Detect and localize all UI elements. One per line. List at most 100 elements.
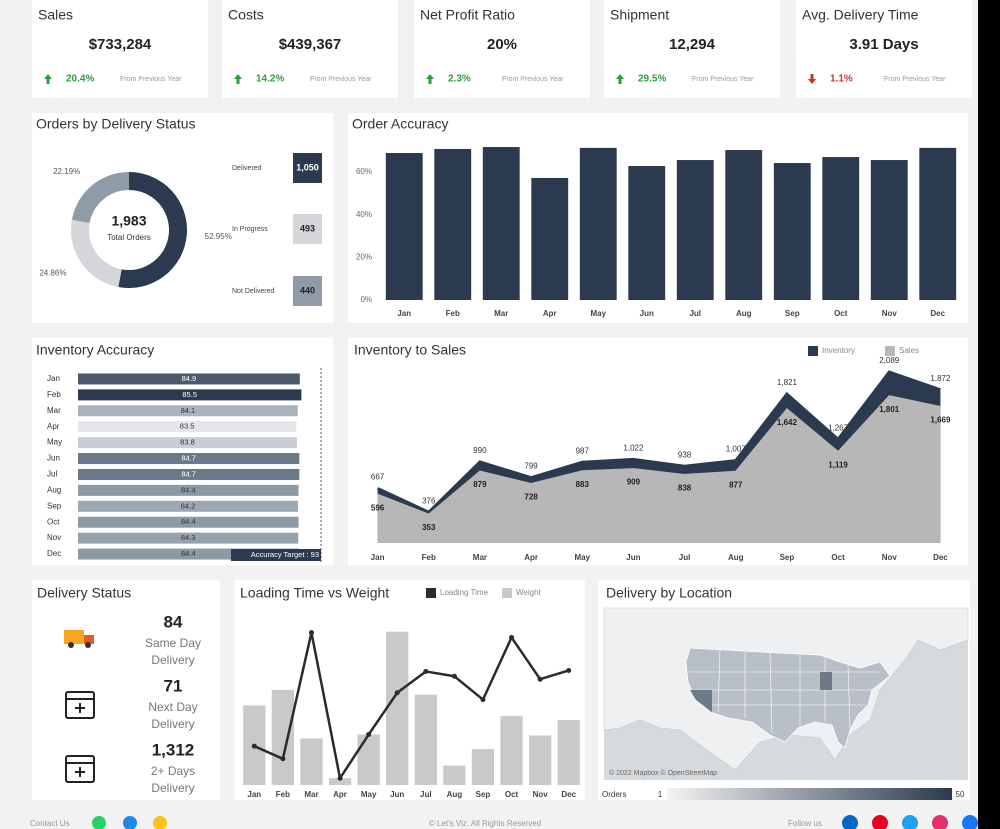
y-tick-label: Apr: [47, 422, 60, 431]
card-title: Delivery Status: [37, 585, 131, 601]
point-label: 728: [524, 493, 538, 502]
bar: [482, 147, 520, 300]
kpi-change: 20.4%: [66, 74, 94, 85]
kpi-note: From Previous Year: [310, 76, 372, 83]
x-tick-label: Jan: [247, 790, 261, 799]
point-label: 596: [371, 503, 385, 512]
x-tick-label: Mar: [304, 790, 318, 799]
status-count: 493: [300, 223, 315, 233]
y-tick-label: Jun: [47, 454, 60, 463]
social-icon: [842, 815, 858, 829]
x-tick-label: Jul: [679, 553, 691, 562]
point-label: 879: [473, 480, 487, 489]
icon-calendar-mark: [75, 767, 85, 777]
x-tick-label: Apr: [333, 790, 347, 799]
line-point: [280, 756, 286, 762]
status-text: Delivery: [151, 781, 194, 795]
target-label: Accuracy Target : 93: [251, 550, 319, 559]
state-line: [847, 664, 851, 729]
bar: [78, 389, 302, 401]
social-icon: [872, 815, 888, 829]
bar: [385, 153, 423, 300]
line-point: [251, 743, 257, 749]
map-legend-title: Orders: [602, 790, 626, 799]
kpi-title: Sales: [38, 7, 73, 23]
icon-calendar: [65, 691, 95, 719]
bar: [500, 716, 523, 785]
y-tick-label: Aug: [47, 485, 61, 494]
map-region-dark: [690, 690, 712, 712]
point-label: 667: [371, 473, 385, 482]
chart-title: Loading Time vs Weight: [240, 585, 389, 601]
bar-value-label: 84.7: [181, 454, 196, 463]
x-tick-label: Apr: [543, 309, 557, 318]
line-point: [308, 630, 314, 636]
x-tick-label: Jun: [626, 553, 640, 562]
kpi-note: From Previous Year: [884, 76, 946, 83]
kpi-change: 14.2%: [256, 74, 284, 85]
bar: [386, 631, 409, 785]
slice-label: 52.95%: [205, 232, 232, 241]
bar-value-label: 84.1: [181, 406, 196, 415]
x-tick-label: Aug: [728, 553, 744, 562]
x-tick-label: Aug: [447, 790, 463, 799]
bar-value-label: 84.2: [181, 501, 196, 510]
line-point: [337, 775, 343, 781]
kpi-value: 20%: [487, 36, 517, 53]
point-label: 1,642: [777, 418, 798, 427]
area-line: [376, 370, 941, 515]
bar: [78, 437, 297, 449]
bar-value-label: 84.4: [181, 549, 196, 558]
social-icon: [902, 815, 918, 829]
contact-icon: [123, 816, 137, 829]
map-legend-min: 1: [658, 790, 663, 799]
bar: [78, 405, 298, 417]
trend-arrow: [616, 74, 624, 84]
line-point: [566, 667, 572, 673]
legend-swatch: [426, 588, 436, 598]
slice-label: 22.19%: [53, 167, 80, 176]
point-label: 877: [729, 480, 743, 489]
legend-label: Weight: [516, 588, 542, 597]
kpi-value: 12,294: [669, 36, 716, 53]
x-tick-label: Jun: [390, 790, 404, 799]
bar: [357, 734, 380, 785]
bar: [531, 177, 569, 300]
status-text: Delivery: [151, 717, 194, 731]
y-tick-label: 0%: [360, 295, 372, 304]
kpi-note: From Previous Year: [692, 76, 754, 83]
map-attribution: © 2022 Mapbox © OpenStreetMap: [609, 769, 717, 777]
kpi-value: 3.91 Days: [849, 36, 918, 53]
card: [796, 0, 972, 98]
y-tick-label: 40%: [356, 210, 372, 219]
kpi-value: $733,284: [89, 36, 152, 53]
y-tick-label: May: [47, 438, 62, 447]
icon-truck: [64, 630, 84, 644]
icon-wheel: [68, 642, 74, 648]
kpi-change: 2.3%: [448, 74, 471, 85]
x-tick-label: Sep: [785, 309, 800, 318]
bar: [579, 147, 617, 300]
point-label: 1,872: [930, 374, 951, 383]
bar: [78, 484, 299, 496]
trend-arrow: [44, 74, 52, 84]
contact-icon: [153, 816, 167, 829]
y-tick-label: Mar: [47, 406, 61, 415]
bar-value-label: 84.4: [181, 517, 196, 526]
state-line: [769, 652, 773, 734]
x-tick-label: Mar: [473, 553, 487, 562]
area-line: [377, 395, 941, 515]
bar: [271, 689, 295, 785]
line-point: [537, 676, 543, 682]
footer-contact: Contact Us: [30, 819, 70, 828]
x-tick-label: Apr: [524, 553, 538, 562]
kpi-title: Avg. Delivery Time: [802, 7, 919, 23]
point-label: 1,801: [879, 405, 900, 414]
point-label: 1,007: [726, 445, 747, 454]
point-label: 2,089: [879, 356, 900, 365]
card: [414, 0, 590, 98]
status-text: 2+ Days: [151, 764, 195, 778]
bar-value-label: 84.7: [181, 469, 196, 478]
status-box: [293, 153, 322, 183]
bar: [676, 160, 714, 300]
